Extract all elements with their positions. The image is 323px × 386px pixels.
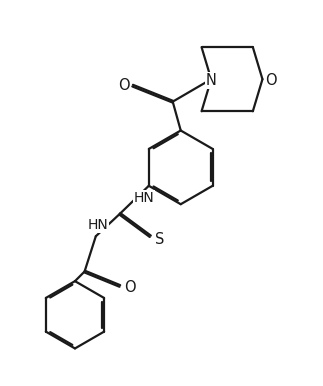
Text: N: N: [206, 73, 217, 88]
Text: O: O: [118, 78, 130, 93]
Text: O: O: [124, 280, 135, 295]
Text: S: S: [155, 232, 164, 247]
Text: HN: HN: [88, 218, 109, 232]
Text: O: O: [265, 73, 276, 88]
Text: HN: HN: [134, 191, 154, 205]
